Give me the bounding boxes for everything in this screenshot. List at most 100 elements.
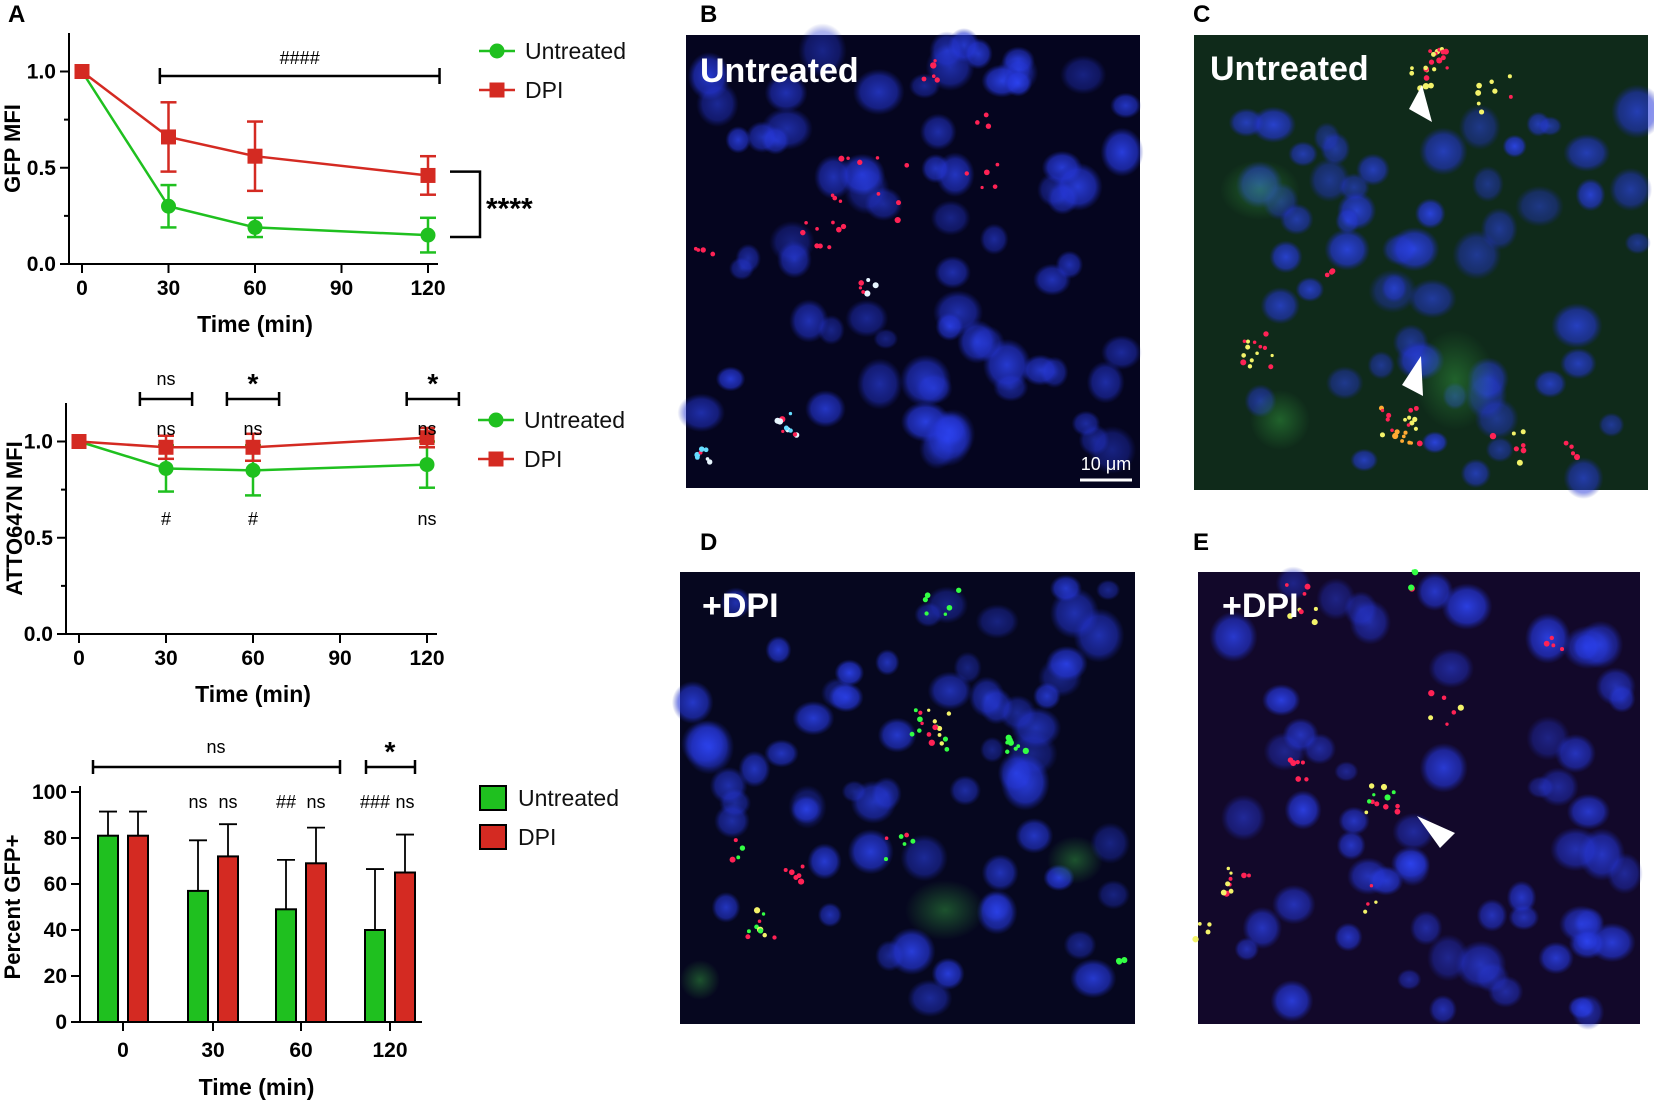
data-point-dpi: [420, 167, 436, 183]
fluorescent-spot: [964, 171, 969, 176]
fluorescent-spot: [980, 185, 984, 190]
bar-dpi: [394, 871, 416, 1023]
fluorescent-spot: [736, 855, 741, 860]
fluorescent-spot: [1287, 613, 1293, 619]
fluorescent-spot: [1436, 57, 1443, 64]
nucleus: [805, 389, 846, 428]
fluorescent-spot: [943, 612, 948, 616]
fluorescent-spot: [1369, 883, 1374, 888]
dpi-significance-label: ns: [218, 792, 237, 812]
fluorescent-spot: [1374, 801, 1380, 807]
fluorescent-spot: [1300, 760, 1305, 765]
fluorescent-spot: [1364, 810, 1369, 815]
micrograph-c-label: Untreated: [1210, 50, 1369, 88]
nucleus: [1316, 577, 1356, 621]
fluorescent-spot: [1423, 65, 1428, 71]
fluorescent-spot: [857, 159, 863, 166]
fluorescent-spot: [1302, 591, 1307, 596]
nucleus: [1355, 153, 1391, 186]
nucleus: [790, 795, 822, 824]
data-point-dpi: [247, 148, 263, 164]
nucleus: [922, 410, 973, 467]
x-tick-label: 30: [154, 647, 177, 670]
fluorescent-spot: [817, 243, 823, 249]
nucleus: [907, 979, 953, 1018]
legend-label: Untreated: [518, 785, 619, 811]
nucleus: [976, 889, 1018, 935]
nucleus: [820, 677, 856, 709]
nucleus: [908, 73, 941, 99]
fluorescent-spot: [1445, 722, 1449, 726]
fluorescent-spot: [946, 604, 953, 611]
nucleus: [1087, 425, 1137, 474]
fluorescent-spot: [1428, 82, 1434, 89]
dpi-significance-label: ns: [417, 419, 436, 439]
nucleus: [1004, 69, 1033, 97]
fluorescent-spot: [757, 928, 764, 934]
fluorescent-spot: [693, 246, 698, 251]
fluorescent-spot: [830, 193, 835, 198]
fluorescent-spot: [924, 611, 929, 616]
untreated-significance-label: ###: [360, 792, 390, 812]
nucleus: [919, 113, 957, 151]
fluorescent-spot: [1245, 339, 1251, 344]
untreated-significance-label: ns: [417, 509, 436, 529]
nucleus: [1349, 599, 1392, 645]
legend-marker: [489, 43, 505, 59]
fluorescent-spot: [1386, 412, 1392, 418]
fluorescent-spot: [1197, 922, 1202, 926]
fluorescent-spot: [1520, 429, 1526, 435]
fluorescent-spot: [995, 162, 1000, 167]
y-tick-label: 100: [32, 781, 67, 804]
legend-label: DPI: [525, 77, 563, 103]
nucleus: [875, 649, 900, 676]
nucleus: [1396, 968, 1422, 991]
fluorescent-spot: [1241, 872, 1247, 879]
nucleus: [1033, 263, 1072, 296]
series-line-untreated: [80, 70, 429, 237]
data-point-dpi: [74, 64, 90, 79]
nucleus: [1049, 574, 1083, 603]
fluorescent-spot: [846, 156, 850, 161]
nucleus: [975, 604, 1020, 639]
fluorescent-spot: [1569, 444, 1574, 449]
y-axis-title: Percent GFP+: [0, 835, 25, 980]
fluorescent-spot: [1249, 358, 1254, 363]
legend-swatch: [479, 785, 507, 811]
fluorescent-spot: [1440, 55, 1446, 61]
fluorescent-spot: [1240, 359, 1247, 366]
fluorescent-spot: [922, 597, 928, 603]
x-tick-label: 30: [201, 1039, 224, 1062]
legend-marker: [488, 451, 504, 467]
nucleus: [764, 73, 808, 113]
fluorescent-spot: [861, 290, 866, 294]
fluorescent-spot: [896, 200, 902, 206]
fluorescent-spot: [1383, 804, 1389, 810]
nucleus: [1409, 910, 1443, 946]
nucleus: [1250, 106, 1297, 143]
nucleus: [1566, 793, 1611, 830]
fluorescent-spot: [883, 857, 889, 862]
nucleus: [1476, 898, 1508, 932]
fluorescent-spot: [783, 867, 788, 872]
fluorescent-spot: [931, 74, 936, 79]
fluorescent-spot: [1207, 922, 1212, 927]
fluorescent-spot: [1431, 51, 1436, 57]
nucleus: [930, 200, 971, 236]
fluorescent-spot: [1225, 881, 1231, 887]
fluorescent-spot: [1379, 432, 1386, 438]
fluorescent-spot: [1242, 339, 1247, 344]
fluorescent-spot: [1412, 416, 1418, 422]
atto647n-mfi-chart: 0.0 0.5 1.0 0 30 60 90 120 Time (min) ATTO647N MF…: [2, 368, 625, 707]
fluorescent-spot: [884, 836, 889, 840]
fluorescent-spot: [1241, 353, 1246, 358]
y-tick-label: 0: [55, 1011, 67, 1034]
nucleus: [856, 358, 903, 410]
data-point-untreated: [247, 219, 263, 235]
fluorescent-spot: [797, 878, 805, 885]
fluorescent-spot: [946, 711, 952, 716]
autofluorescence: [1415, 330, 1495, 430]
nucleus: [1100, 127, 1144, 177]
fluorescent-spot: [1410, 66, 1414, 70]
